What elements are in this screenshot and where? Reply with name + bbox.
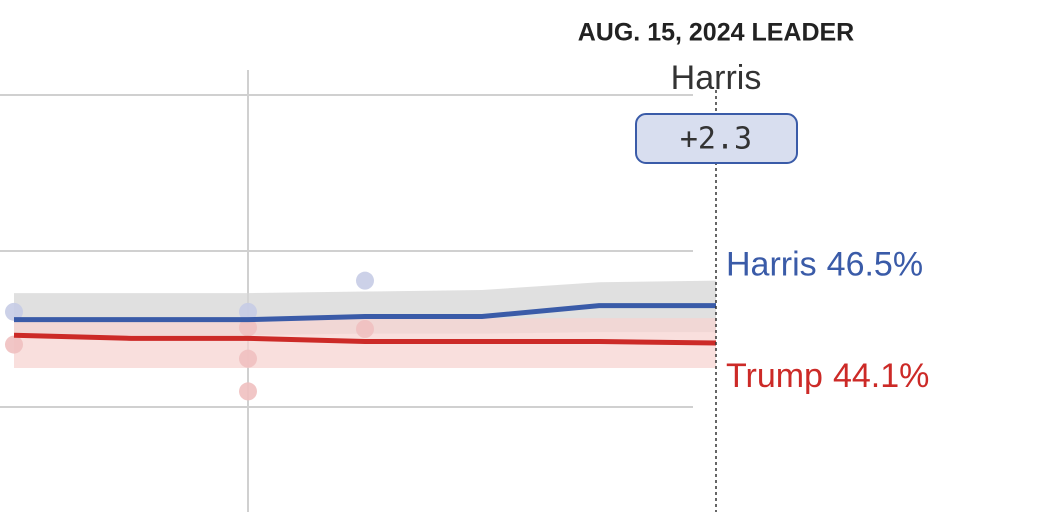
series-label: Harris 46.5% (726, 246, 923, 284)
leader-title: AUG. 15, 2024 LEADER (578, 19, 855, 47)
poll-dot (239, 318, 257, 337)
poll-dot (239, 302, 257, 321)
leader-badge (635, 113, 798, 164)
series-label: Trump 44.1% (726, 357, 929, 395)
leader-margin: +2.3 (680, 122, 752, 157)
leader-name: Harris (671, 59, 762, 97)
poll-dot (356, 271, 374, 290)
series-value-label: 44.1% (833, 357, 929, 395)
series-name: Trump (726, 357, 823, 395)
poll-dot (239, 349, 257, 368)
poll-dot (5, 302, 23, 321)
series-value-label: 46.5% (827, 246, 923, 284)
series-line (13, 332, 717, 346)
poll-dot (356, 320, 374, 338)
series-name: Harris (726, 246, 817, 284)
poll-dot (5, 335, 23, 354)
poll-dot (239, 382, 257, 401)
plot: Harris 46.5% Trump 44.1% (0, 70, 929, 512)
series-line (14, 303, 716, 323)
